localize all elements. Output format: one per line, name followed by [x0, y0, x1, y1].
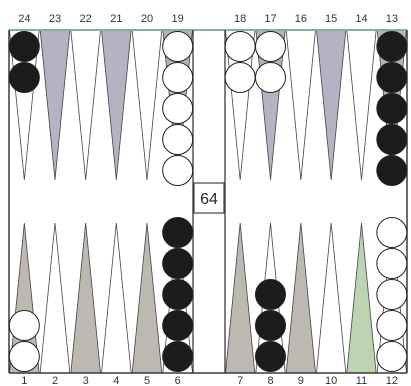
black-checker-point-6[interactable]	[162, 310, 194, 341]
bottom-point-number: 4	[113, 375, 119, 386]
white-checker-point-18[interactable]	[224, 31, 256, 62]
white-checker-point-12[interactable]	[376, 279, 408, 310]
black-checker-point-8[interactable]	[255, 310, 286, 341]
black-checker-point-6[interactable]	[162, 341, 194, 372]
black-checker-point-8[interactable]	[255, 341, 286, 372]
black-checker-point-13[interactable]	[376, 31, 408, 62]
doubling-cube-value: 64	[200, 191, 218, 208]
white-checker-point-12[interactable]	[376, 217, 408, 248]
white-checker-point-19[interactable]	[162, 62, 194, 93]
bottom-point-number: 7	[237, 375, 243, 386]
white-checker-point-19[interactable]	[162, 31, 194, 62]
top-point-number: 20	[141, 13, 153, 25]
white-checker-point-1[interactable]	[8, 341, 40, 372]
top-point-number: 24	[18, 13, 30, 25]
bottom-point-number: 1	[21, 375, 27, 386]
bottom-point-number: 8	[267, 375, 273, 386]
bottom-point-number: 3	[83, 375, 89, 386]
bottom-point-number: 12	[386, 375, 398, 386]
white-checker-point-19[interactable]	[162, 93, 194, 124]
bottom-point-number: 2	[52, 375, 58, 386]
white-checker-point-19[interactable]	[162, 155, 194, 186]
bottom-point-number: 11	[356, 375, 367, 386]
top-point-number: 17	[264, 13, 276, 25]
white-checker-point-17[interactable]	[255, 31, 286, 62]
black-checker-point-13[interactable]	[376, 155, 408, 186]
white-checker-point-19[interactable]	[162, 124, 194, 155]
bottom-point-number: 6	[175, 375, 181, 386]
top-point-number: 13	[386, 13, 398, 25]
black-checker-point-6[interactable]	[162, 279, 194, 310]
bottom-point-number: 9	[298, 375, 304, 386]
top-point-number: 16	[295, 13, 307, 25]
black-checker-point-13[interactable]	[376, 124, 408, 155]
top-point-number: 23	[49, 13, 61, 25]
top-point-number: 15	[325, 13, 337, 25]
black-checker-point-13[interactable]	[376, 62, 408, 93]
white-checker-point-1[interactable]	[8, 310, 40, 341]
labels-layer: 24 23 22 21 20 19 18 17 16 15 14 131 2 3 4 5 6 7 8 9 10 11 12	[18, 13, 398, 386]
bottom-point-number: 5	[144, 375, 150, 386]
black-checker-point-6[interactable]	[162, 217, 194, 248]
top-point-number: 14	[355, 13, 367, 25]
black-checker-point-8[interactable]	[255, 279, 286, 310]
black-checker-point-24[interactable]	[8, 62, 40, 93]
white-checker-point-17[interactable]	[255, 62, 286, 93]
top-point-number: 21	[110, 13, 122, 25]
doubling-cube[interactable]: 64	[193, 182, 225, 214]
white-checker-point-12[interactable]	[376, 341, 408, 372]
top-point-number: 22	[80, 13, 92, 25]
top-point-number: 19	[172, 13, 184, 25]
white-checker-point-12[interactable]	[376, 310, 408, 341]
top-point-number: 18	[234, 13, 246, 25]
bottom-point-number: 10	[325, 375, 337, 386]
white-checker-point-18[interactable]	[224, 62, 256, 93]
checkers-layer	[8, 31, 408, 372]
black-checker-point-24[interactable]	[8, 31, 40, 62]
white-checker-point-12[interactable]	[376, 248, 408, 279]
frame-layer	[8, 29, 408, 374]
black-checker-point-6[interactable]	[162, 248, 194, 279]
black-checker-point-13[interactable]	[376, 93, 408, 124]
